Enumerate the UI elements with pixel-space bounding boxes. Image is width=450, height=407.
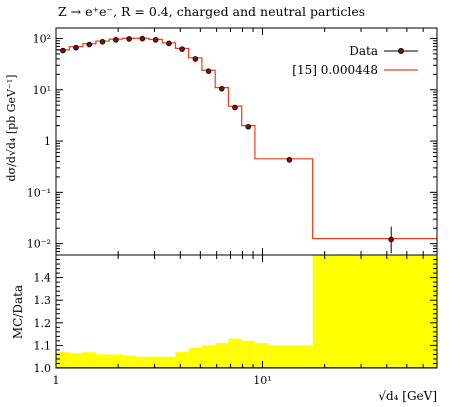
data-point [218,85,225,92]
ratio-band-bin [162,356,176,368]
ratio-band-bin [175,352,189,368]
legend-marker-data-dot [397,48,404,55]
data-point [86,41,93,48]
data-point [205,68,212,75]
ratio-band-bin [122,355,136,368]
legend-label-data: Data [349,44,378,58]
ratio-y-tick-label: 1.1 [34,339,52,352]
main-y-tick-label: 10¹ [33,84,51,97]
mc-step-line [56,37,437,240]
data-point [232,104,238,111]
data-point [388,236,394,243]
x-tick-label: 10¹ [253,374,271,387]
ratio-band-bin [201,345,216,368]
ratio-y-tick-label: 1.2 [34,317,52,330]
data-point [73,44,79,51]
main-series-layer [56,35,437,254]
ratio-band-bin [148,356,163,368]
ratio-band-bin [312,255,437,368]
data-point [245,123,252,130]
data-point [179,46,185,52]
x-axis-label: √d₄ [GeV] [378,389,437,403]
main-frame [55,27,438,256]
data-point [99,39,106,45]
ratio-band-bin [228,338,242,368]
x-tick-label: 1 [53,374,60,387]
data-point [286,157,293,163]
ratio-band-bin [135,356,149,368]
ratio-band-bin [69,353,83,368]
ratio-y-axis-label: MC/Data [11,285,25,339]
data-point [60,47,66,54]
ratio-band-bin [56,352,70,368]
ratio-band-bin [82,352,96,368]
ratio-frame [55,254,438,369]
ratio-panel [56,255,437,369]
ratio-band-bin [241,340,255,368]
ratio-y-tick-label: 1.3 [34,294,52,307]
legend: Data [15] 0.000448 [292,44,418,77]
chart-title: Z → e⁺e⁻, R = 0.4, charged and neutral p… [58,4,365,19]
data-point [152,37,159,43]
ratio-y-tick-label: 1.4 [34,272,52,285]
data-point [166,40,172,47]
ratio-axes: 1.0 1.1 1.2 1.3 1.4 1 10¹ [34,254,438,387]
ratio-band-bin [95,354,110,368]
ratio-y-tick-label: 1.0 [34,362,52,375]
data-point [126,36,132,42]
main-y-axis-label: dσ/d√d₄ [pb GeV⁻¹] [5,75,18,182]
ratio-band-bin [109,354,123,368]
main-y-tick-label: 10⁻² [27,238,51,251]
data-point [139,35,146,42]
ratio-band-bin [254,343,269,368]
ratio-band-bin [215,343,229,368]
main-y-tick-label: 1 [44,135,51,148]
main-y-tick-label: 10² [33,32,51,45]
data-point [113,37,119,43]
ratio-band-bin [268,345,313,368]
main-y-tick-label: 10⁻¹ [27,186,51,199]
legend-label-mc: [15] 0.000448 [292,63,378,77]
ratio-band-bin [188,347,202,368]
data-point [192,56,199,62]
